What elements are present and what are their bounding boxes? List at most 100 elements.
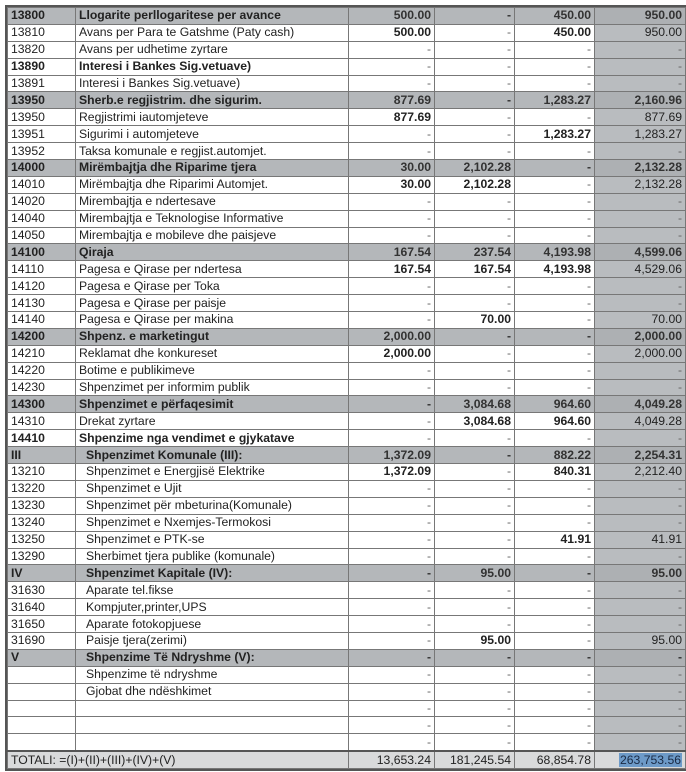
table-row: Gjobat dhe ndëshkimet - - - - <box>7 682 686 701</box>
account-description: Gjobat dhe ndëshkimet <box>75 682 349 701</box>
total-row: TOTALI: =(I)+(II)+(III)+(IV)+(V) 13,653.… <box>7 750 686 770</box>
value-col-1: - <box>348 361 435 380</box>
value-col-1: 1,372.09 <box>348 446 435 465</box>
account-code: 13820 <box>7 40 76 59</box>
value-col-2: - <box>434 226 515 245</box>
account-code: 13891 <box>7 74 76 93</box>
value-col-2: - <box>434 142 515 161</box>
row-total-value: 2,254.31 <box>594 446 686 465</box>
row-total-value: 950.00 <box>594 7 686 25</box>
value-col-2: - <box>434 378 515 397</box>
value-col-1: - <box>348 496 435 515</box>
account-description: Shpenzimet e Nxemjes-Termokosi <box>75 513 349 532</box>
value-col-3: - <box>514 513 595 532</box>
value-col-2: - <box>434 648 515 667</box>
row-total-value: - <box>594 40 686 59</box>
value-col-2: - <box>434 429 515 448</box>
account-code <box>7 699 76 718</box>
value-col-3: - <box>514 57 595 76</box>
value-col-3: - <box>514 277 595 296</box>
value-col-3: - <box>514 429 595 448</box>
value-col-3: 41.91 <box>514 530 595 549</box>
account-code: 31690 <box>7 631 76 650</box>
value-col-2: - <box>434 479 515 498</box>
value-col-2: - <box>434 716 515 735</box>
value-col-1: - <box>348 226 435 245</box>
table-row: 14040 Mirembajtja e Teknologise Informati… <box>7 209 686 228</box>
account-code: 14010 <box>7 175 76 194</box>
table-row: 13250 Shpenzimet e PTK-se - -41.91 41.91 <box>7 530 686 549</box>
table-row: 31650 Aparate fotokopjuese - - - - <box>7 615 686 633</box>
row-total-value: 2,000.00 <box>594 344 686 363</box>
value-col-1: - <box>348 513 435 532</box>
account-description: Pagesa e Qirase per makina <box>75 311 349 329</box>
value-col-1: 167.54 <box>348 260 435 279</box>
grand-total-selected[interactable]: 263,753.56 <box>619 752 682 767</box>
value-col-3: 882.22 <box>514 446 595 465</box>
row-total-value: 2,132.28 <box>594 159 686 177</box>
value-col-2: - <box>434 361 515 380</box>
account-description: Avans per udhetime zyrtare <box>75 40 349 59</box>
value-col-2: 2,102.28 <box>434 175 515 194</box>
value-col-1: - <box>348 479 435 498</box>
value-col-2: - <box>434 615 515 633</box>
value-col-3: 1,283.27 <box>514 91 595 110</box>
total-value-3: 68,854.78 <box>514 750 595 770</box>
account-description <box>75 699 349 718</box>
account-description: Shpenzimet e Energjisë Elektrike <box>75 463 349 481</box>
table-row: 14130 Pagesa e Qirase per paisje - - - - <box>7 294 686 313</box>
value-col-1: 167.54 <box>348 243 435 262</box>
account-code: 14120 <box>7 277 76 296</box>
table-row: 14020 Mirembajtja e ndertesave - - - - <box>7 192 686 211</box>
row-total-value: - <box>594 57 686 76</box>
value-col-1: 2,000.00 <box>348 327 435 346</box>
value-col-2: - <box>434 91 515 110</box>
value-col-2: - <box>434 209 515 228</box>
account-code: 13240 <box>7 513 76 532</box>
row-total-value: 950.00 <box>594 23 686 42</box>
value-col-2: - <box>434 327 515 346</box>
value-col-1: - <box>348 57 435 76</box>
table-row: 14140 Pagesa e Qirase per makina -70.00-70… <box>7 311 686 329</box>
value-col-2: - <box>434 277 515 296</box>
table-row: 31630 Aparate tel.fikse - - - - <box>7 581 686 600</box>
value-col-3: 450.00 <box>514 7 595 25</box>
value-col-3: 4,193.98 <box>514 243 595 262</box>
account-code: 13950 <box>7 91 76 110</box>
row-total-value: - <box>594 74 686 93</box>
total-value-grand[interactable]: 263,753.56 <box>594 750 686 770</box>
table-row: 13951 Sigurimi i automjeteve - -1,283.27 1,2… <box>7 125 686 144</box>
account-description: Shpenzime Të Ndryshme (V): <box>75 648 349 667</box>
row-total-value: 41.91 <box>594 530 686 549</box>
table-row: 31690 Paisje tjera(zerimi) -95.00-95.00 <box>7 631 686 650</box>
value-col-1: - <box>348 581 435 600</box>
account-description: Shpenzimet e Ujit <box>75 479 349 498</box>
account-code: 13810 <box>7 23 76 42</box>
account-code: 13210 <box>7 463 76 481</box>
value-col-2: 2,102.28 <box>434 159 515 177</box>
row-total-value: - <box>594 598 686 617</box>
row-total-value: 4,049.28 <box>594 412 686 431</box>
row-total-value: - <box>594 209 686 228</box>
value-col-3: 1,283.27 <box>514 125 595 144</box>
account-code: 14020 <box>7 192 76 211</box>
account-description: Shpenzimet Komunale (III): <box>75 446 349 465</box>
table-group-row: 13950 Sherb.e regjistrim. dhe sigurim. 877… <box>7 91 686 110</box>
row-total-value: 4,529.06 <box>594 260 686 279</box>
value-col-3: - <box>514 699 595 718</box>
value-col-2: - <box>434 463 515 481</box>
account-code: 13220 <box>7 479 76 498</box>
value-col-2: - <box>434 446 515 465</box>
table-row: 13890 Interesi i Bankes Sig.vetuave) - - - - <box>7 57 686 76</box>
row-total-value: - <box>594 699 686 718</box>
value-col-3: - <box>514 327 595 346</box>
value-col-2: - <box>434 125 515 144</box>
row-total-value: - <box>594 496 686 515</box>
row-total-value: - <box>594 733 686 752</box>
value-col-3: - <box>514 716 595 735</box>
value-col-1: - <box>348 648 435 667</box>
value-col-2: - <box>434 294 515 313</box>
value-col-1: - <box>348 209 435 228</box>
value-col-2: - <box>434 530 515 549</box>
table-row: 31640 Kompjuter,printer,UPS - - - - <box>7 598 686 617</box>
